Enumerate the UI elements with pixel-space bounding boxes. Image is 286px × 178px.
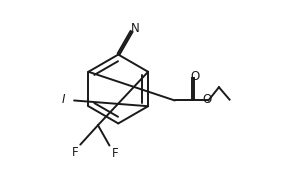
Text: I: I [61, 93, 65, 106]
Text: F: F [112, 147, 118, 160]
Text: F: F [72, 146, 78, 159]
Text: O: O [202, 93, 212, 106]
Text: O: O [191, 70, 200, 83]
Text: N: N [131, 22, 140, 35]
